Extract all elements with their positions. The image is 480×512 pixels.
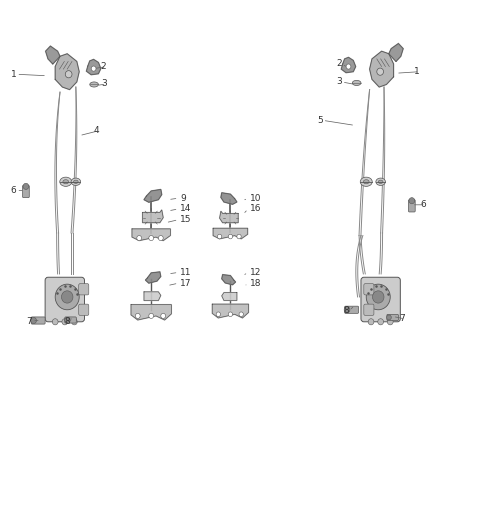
Polygon shape [222,292,237,301]
Circle shape [217,234,222,239]
Text: 5: 5 [317,116,323,125]
Circle shape [344,307,350,313]
FancyBboxPatch shape [408,200,415,212]
Text: 1: 1 [11,70,16,79]
Text: 16: 16 [250,204,261,214]
Circle shape [65,71,72,78]
FancyBboxPatch shape [31,317,45,324]
Circle shape [149,313,154,318]
Circle shape [61,291,73,303]
FancyBboxPatch shape [364,304,374,315]
Circle shape [387,315,391,320]
Circle shape [65,317,69,323]
Ellipse shape [71,178,81,185]
Circle shape [239,312,243,316]
Circle shape [52,318,58,325]
FancyBboxPatch shape [65,317,76,323]
Text: 10: 10 [250,194,261,203]
Circle shape [366,284,390,310]
Text: 17: 17 [180,279,192,288]
Circle shape [387,318,393,325]
Circle shape [137,236,142,241]
Polygon shape [221,193,237,204]
Circle shape [228,312,232,316]
Circle shape [158,236,163,241]
Polygon shape [219,211,238,223]
Ellipse shape [376,178,385,185]
Ellipse shape [378,180,383,183]
FancyBboxPatch shape [79,304,89,315]
FancyBboxPatch shape [45,278,84,322]
Polygon shape [131,305,171,320]
Polygon shape [341,57,356,73]
Circle shape [91,66,96,71]
Circle shape [372,291,384,303]
Circle shape [368,318,374,325]
Polygon shape [222,274,236,285]
Polygon shape [145,272,161,283]
Circle shape [378,318,384,325]
Text: 8: 8 [65,316,71,326]
Polygon shape [46,46,60,64]
Circle shape [62,318,68,325]
Text: 18: 18 [250,279,261,288]
Polygon shape [143,210,163,223]
Circle shape [377,68,384,75]
Text: 7: 7 [399,314,405,324]
Circle shape [161,313,166,318]
FancyBboxPatch shape [361,278,400,322]
Circle shape [228,234,232,239]
FancyBboxPatch shape [23,185,29,198]
Circle shape [409,198,415,204]
Ellipse shape [360,177,372,186]
Text: 6: 6 [420,200,426,209]
Text: 1: 1 [414,67,420,76]
Polygon shape [370,51,394,87]
Ellipse shape [363,180,369,184]
Text: 3: 3 [101,79,107,89]
Polygon shape [144,292,161,301]
Polygon shape [132,229,170,241]
Text: 3: 3 [336,77,342,87]
Text: 2: 2 [101,62,107,71]
Circle shape [216,312,220,316]
Ellipse shape [60,177,72,186]
Circle shape [55,284,79,310]
Text: 9: 9 [180,194,186,203]
Ellipse shape [73,180,78,183]
Circle shape [237,234,241,239]
Polygon shape [212,304,249,318]
Text: 11: 11 [180,268,192,277]
Circle shape [23,183,29,189]
Polygon shape [55,54,79,90]
Circle shape [346,64,351,69]
Circle shape [31,317,36,324]
Text: 14: 14 [180,204,192,214]
Polygon shape [86,59,101,75]
Text: 2: 2 [336,59,342,69]
Text: 6: 6 [11,186,16,195]
Text: 15: 15 [180,215,192,224]
FancyBboxPatch shape [79,284,89,295]
Polygon shape [144,189,162,202]
Circle shape [149,236,154,241]
Polygon shape [389,44,403,61]
Text: 7: 7 [26,316,32,326]
Text: 4: 4 [94,126,99,135]
Ellipse shape [90,82,98,87]
FancyBboxPatch shape [345,306,359,313]
FancyBboxPatch shape [364,284,374,295]
Text: 8: 8 [343,306,349,315]
Circle shape [135,313,140,318]
Ellipse shape [352,80,361,86]
Text: 12: 12 [250,268,261,277]
Polygon shape [213,228,248,239]
FancyBboxPatch shape [387,314,398,321]
Ellipse shape [63,180,69,184]
Circle shape [72,318,77,325]
